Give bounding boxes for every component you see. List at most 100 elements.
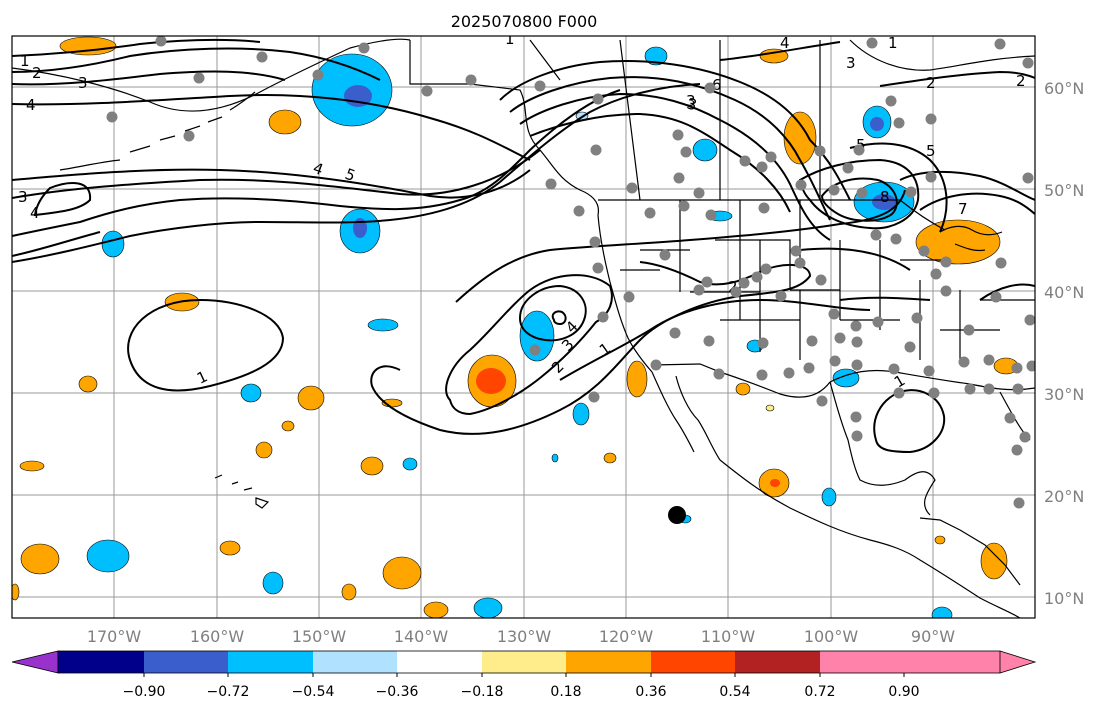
station-marker [928,387,940,399]
station-marker [256,51,268,63]
station-marker [814,145,826,157]
station-marker [644,207,656,219]
contour-label: 3 [18,188,28,206]
station-marker [592,93,604,105]
cool-anomaly-core [353,218,367,238]
contour-label: 2 [1016,72,1026,90]
contour-label: 2 [32,64,42,82]
station-marker [850,411,862,423]
cool-anomaly [86,539,130,573]
warm-anomaly [783,111,817,165]
station-marker [816,395,828,407]
colorbar-tick-label: 0.18 [550,684,581,700]
station-marker [756,161,768,173]
contour-label: 1 [20,52,30,70]
station-marker [829,355,841,367]
warm-anomaly-core [770,479,780,487]
station-marker [678,200,690,212]
station-marker [940,285,952,297]
station-marker [758,202,770,214]
cool-anomaly [402,457,418,471]
storm-center-marker [668,506,686,524]
warm-anomaly [219,540,241,556]
station-marker [738,277,750,289]
station-marker [1026,360,1035,372]
cool-anomaly [821,487,837,507]
colorbar-segment [735,651,820,673]
contour-label: 3 [686,92,696,110]
contour-label: 3 [78,74,88,92]
cool-anomaly [644,46,668,66]
lon-tick-100: 100°W [804,627,859,646]
station-marker [930,268,942,280]
station-marker [701,276,713,288]
station-marker [693,187,705,199]
colorbar-tick-label: 0.90 [888,684,919,700]
latitude-labels: 60°N 50°N 40°N 30°N 20°N 10°N [1044,79,1084,608]
station-marker [890,233,902,245]
colorbar-tick-label: −0.72 [207,684,250,700]
station-marker [983,383,995,395]
contour-label: 7 [958,200,968,218]
station-marker [751,271,763,283]
station-marker [853,144,865,156]
warm-anomaly [382,556,422,590]
station-marker [923,365,935,377]
cool-anomaly-core [872,194,896,210]
lon-tick-170: 170°W [87,627,142,646]
station-marker [589,236,601,248]
colorbar-tick-label: −0.36 [376,684,419,700]
station-marker [590,144,602,156]
station-marker [964,383,976,395]
colorbar-segment [482,651,566,673]
colorbar-segment [651,651,735,673]
lat-tick-30: 30°N [1044,385,1084,404]
station-marker [739,155,751,167]
contour-label: 5 [926,142,936,160]
station-marker [592,262,604,274]
station-marker [1011,362,1023,374]
warm-anomaly [281,420,295,432]
cool-anomaly [551,453,559,463]
cool-anomaly [572,402,590,426]
station-marker [1022,57,1034,69]
cool-anomaly [367,318,399,332]
station-marker [828,308,840,320]
station-marker [783,367,795,379]
warm-anomaly [12,583,20,601]
station-marker [465,74,477,86]
warm-anomaly [915,219,1001,265]
station-marker [673,172,685,184]
station-marker [983,354,995,366]
colorbar-tick-label: −0.54 [292,684,335,700]
colorbar-tick-marks [143,673,905,677]
colorbar-segment [58,651,144,673]
cool-anomaly [692,138,718,162]
warm-anomaly [603,452,617,464]
station-marker [1011,444,1023,456]
lat-tick-10: 10°N [1044,589,1084,608]
station-marker [106,111,118,123]
lon-tick-110: 110°W [701,627,756,646]
station-marker [713,368,725,380]
colorbar-tick-label: −0.18 [461,684,504,700]
station-marker [155,36,167,47]
contour-label: 4 [30,204,40,222]
station-marker [893,387,905,399]
lat-tick-60: 60°N [1044,79,1084,98]
warm-anomaly [20,543,60,575]
contour-label: 2 [728,278,738,296]
station-marker [851,336,863,348]
contour-label: 2 [926,74,936,92]
station-marker [790,245,802,257]
map-panel: 1 2 3 4 1 2 3 4 5 3 4 1 2 3 4 6 3 5 5 8 [11,35,1036,619]
station-marker [703,335,715,347]
station-marker [851,430,863,442]
cool-anomaly [519,310,555,362]
station-marker [925,171,937,183]
station-marker [672,129,684,141]
warm-anomaly [934,535,946,545]
station-marker [193,72,205,84]
contour-lines [12,38,1035,454]
warm-anomaly [341,583,357,601]
